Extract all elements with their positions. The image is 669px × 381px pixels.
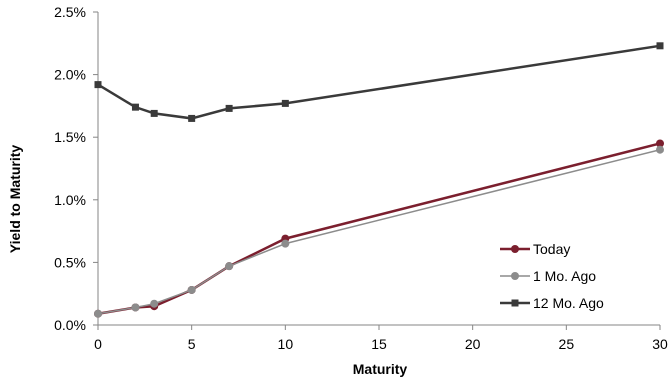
data-point (131, 103, 139, 111)
legend: Today 1 Mo. Ago 12 Mo. Ago (500, 241, 604, 311)
x-axis-title: Maturity (353, 361, 408, 377)
data-point (281, 239, 290, 248)
series-12-mo-ago (94, 42, 664, 122)
y-tick-label: 2.5% (54, 4, 86, 20)
y-tick-label: 0.0% (54, 317, 86, 333)
x-tick-label: 0 (94, 336, 102, 352)
data-point (225, 104, 233, 112)
series-line (97, 148, 661, 315)
legend-marker (511, 245, 519, 253)
x-tick-label: 20 (465, 336, 481, 352)
data-point (94, 81, 102, 89)
data-point (187, 285, 196, 294)
series-group (94, 42, 664, 318)
x-tick-label: 10 (278, 336, 294, 352)
legend-marker (511, 272, 519, 280)
y-axis-title: Yield to Maturity (7, 145, 23, 254)
data-point (656, 42, 664, 50)
legend-marker (511, 299, 519, 307)
series-line (97, 142, 661, 315)
legend-item: Today (500, 241, 570, 257)
data-point (150, 109, 158, 117)
series-1-mo-ago (94, 145, 664, 318)
tick-labels: 0.0% 0.5% 1.0% 1.5% 2.0% 2.5% 0 5 10 15 20 25 30 (54, 4, 668, 352)
data-point (150, 299, 159, 308)
data-point (188, 114, 196, 122)
legend-label: Today (533, 241, 570, 257)
legend-item: 12 Mo. Ago (500, 295, 604, 311)
x-tick-label: 25 (559, 336, 575, 352)
y-tick-label: 0.5% (54, 254, 86, 270)
data-point (656, 145, 664, 154)
legend-label: 12 Mo. Ago (533, 295, 604, 311)
y-tick-label: 2.0% (54, 67, 86, 83)
data-point (131, 303, 140, 312)
y-tick-label: 1.5% (54, 129, 86, 145)
data-point (656, 139, 664, 148)
data-point (225, 262, 234, 271)
axes (93, 11, 661, 330)
y-tick-label: 1.0% (54, 192, 86, 208)
x-tick-label: 30 (652, 336, 668, 352)
x-tick-label: 5 (188, 336, 196, 352)
x-tick-label: 15 (371, 336, 387, 352)
data-point (281, 99, 289, 107)
legend-label: 1 Mo. Ago (533, 268, 596, 284)
data-point (94, 309, 102, 318)
series-line (97, 44, 661, 120)
legend-item: 1 Mo. Ago (500, 268, 596, 284)
series-today (94, 139, 664, 318)
